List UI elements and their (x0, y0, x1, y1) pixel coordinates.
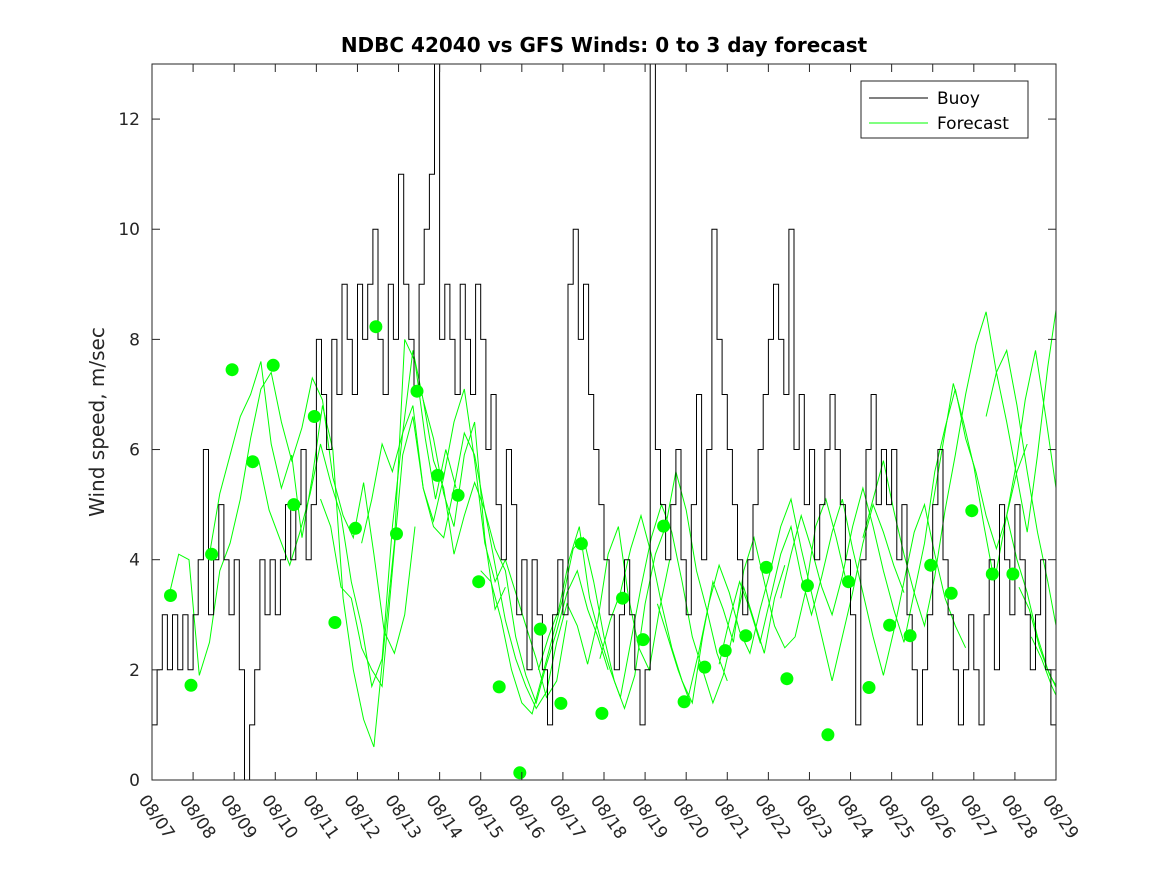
forecast-line (258, 350, 506, 689)
forecast-marker (287, 498, 301, 512)
forecast-marker (492, 680, 506, 694)
buoy-line (152, 64, 1056, 780)
forecast-marker (472, 575, 486, 589)
forecast-marker (739, 629, 753, 643)
forecast-line (167, 371, 416, 676)
y-tick-label: 6 (129, 441, 140, 461)
forecast-line (656, 497, 905, 700)
y-tick-label: 0 (129, 771, 140, 791)
forecast-marker (821, 728, 835, 742)
forecast-marker (842, 575, 855, 589)
legend-buoy-label: Buoy (937, 89, 980, 109)
forecast-marker (513, 766, 527, 780)
forecast-marker (944, 586, 958, 600)
forecast-marker (800, 579, 814, 593)
forecast-marker (616, 591, 629, 605)
forecast-marker (554, 696, 568, 710)
forecast-marker (759, 560, 773, 574)
forecast-line (1006, 515, 1056, 689)
forecast-marker (677, 695, 691, 709)
forecast-marker (985, 567, 999, 581)
forecast-marker (924, 558, 938, 572)
forecast-marker (636, 633, 650, 647)
forecast-marker (698, 660, 712, 674)
forecast-marker (718, 644, 732, 658)
forecast-line (1018, 586, 1056, 687)
forecast-marker (431, 468, 445, 482)
forecast-marker (862, 681, 876, 694)
forecast-marker (164, 589, 177, 602)
forecast-line (862, 306, 1056, 628)
y-tick-label: 4 (129, 551, 140, 571)
legend-forecast-label: Forecast (937, 114, 1009, 134)
y-tick-label: 12 (118, 110, 140, 130)
chart-title: NDBC 42040 vs GFS Winds: 0 to 3 day fore… (341, 33, 868, 57)
legend: Buoy Forecast (860, 80, 1029, 139)
y-tick-label: 8 (129, 330, 140, 350)
forecast-marker (595, 706, 609, 720)
forecast-line (780, 388, 1028, 643)
forecast-marker (657, 519, 671, 533)
forecast-marker (348, 521, 362, 535)
forecast-line (480, 471, 728, 715)
forecast-marker (451, 488, 465, 502)
forecast-line (985, 348, 1056, 629)
forecast-marker (266, 358, 280, 372)
y-tick-label: 2 (129, 661, 140, 681)
forecast-marker (390, 527, 403, 541)
forecast-marker (1006, 567, 1020, 581)
forecast-marker (533, 622, 547, 636)
forecast-line (718, 498, 967, 676)
forecast-marker (246, 455, 260, 469)
forecast-line (932, 350, 1056, 582)
y-axis-label: Wind speed, m/sec (85, 327, 109, 517)
forecast-marker (965, 504, 979, 518)
forecast-line (1030, 636, 1056, 697)
forecast-marker (369, 320, 383, 334)
forecast-marker (574, 537, 588, 551)
forecast-marker (410, 384, 424, 398)
forecast-marker (780, 672, 794, 686)
forecast-marker (328, 616, 342, 629)
forecast-marker (184, 678, 198, 692)
legend-box (860, 80, 1029, 139)
forecast-marker (883, 618, 897, 632)
forecast-marker (903, 629, 917, 643)
forecast-marker (225, 363, 239, 377)
forecast-marker (307, 410, 321, 423)
y-tick-label: 10 (118, 220, 140, 240)
plot-area (152, 64, 1056, 780)
forecast-marker (205, 547, 219, 561)
